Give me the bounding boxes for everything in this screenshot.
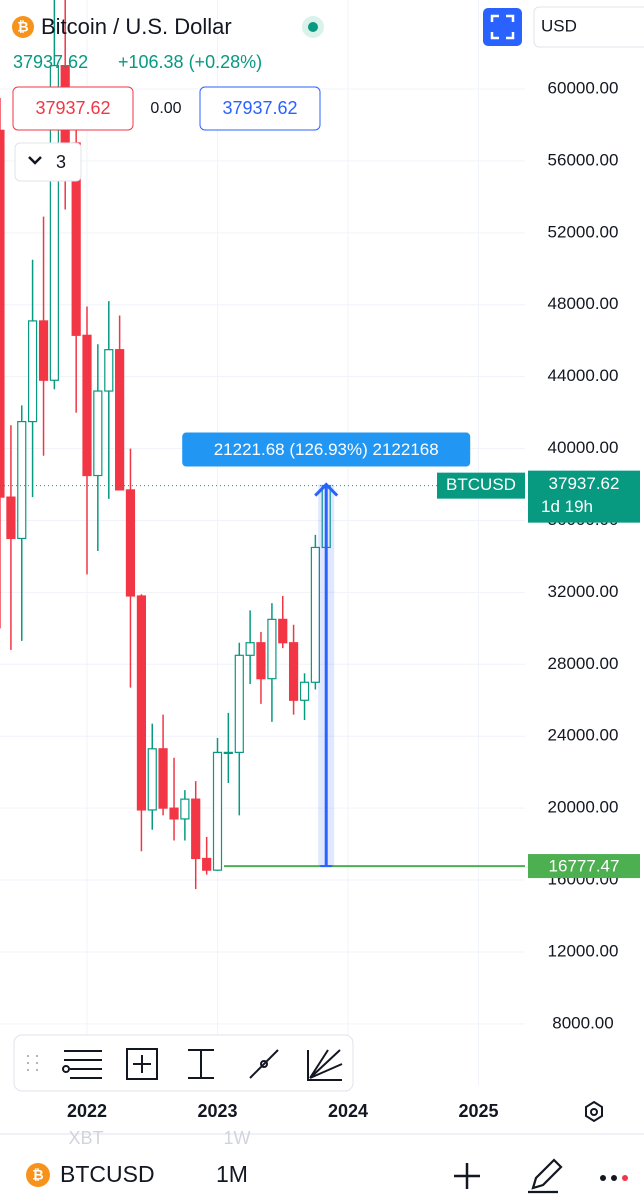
- x-tick-label: 2024: [328, 1101, 368, 1121]
- candle-body: [38, 320, 49, 381]
- draw-button[interactable]: [528, 1158, 563, 1194]
- tool-trendline[interactable]: [249, 1049, 279, 1079]
- symbol-label-bg: [437, 472, 525, 499]
- y-tick-label: 32000.00: [548, 582, 619, 601]
- y-tick-label: 48000.00: [548, 294, 619, 313]
- tool-trendline-dot: [260, 1060, 268, 1068]
- chart-layer: 8000.0012000.0016000.0020000.0024000.002…: [0, 0, 640, 1121]
- fullscreen-button[interactable]: [483, 8, 522, 46]
- indicators-count: 3: [56, 152, 66, 172]
- candle-body: [169, 807, 179, 820]
- x-tick-label: 2023: [197, 1101, 237, 1121]
- symbol-title: Bitcoin / U.S. Dollar: [41, 14, 232, 39]
- tool-fan[interactable]: [307, 1049, 343, 1081]
- fullscreen-icon: [490, 14, 515, 40]
- candle-body: [202, 857, 212, 871]
- candle-body: [278, 618, 288, 644]
- candle-body: [212, 751, 223, 871]
- currency-select[interactable]: [533, 6, 644, 48]
- y-tick-label: 20000.00: [548, 798, 619, 817]
- menu-dot[interactable]: [600, 1175, 606, 1181]
- settings-icon[interactable]: [585, 1100, 603, 1123]
- candle-body: [180, 798, 190, 820]
- candle-body: [136, 595, 147, 811]
- candle-body: [310, 546, 320, 683]
- coin-glyph: ₿: [17, 19, 28, 35]
- candle-body: [0, 129, 5, 498]
- candle-body: [191, 798, 201, 860]
- candle-body: [158, 748, 168, 809]
- menu-dot: [622, 1175, 628, 1181]
- candle-body: [256, 642, 266, 680]
- candle-body: [125, 489, 136, 597]
- horizontal-line-label-bg: [528, 854, 640, 879]
- currency: USD: [541, 16, 577, 35]
- spread: 0.00: [150, 100, 181, 117]
- tool-measure-cross: [133, 1055, 151, 1073]
- measure-arrowhead: [314, 482, 339, 497]
- y-tick-label: 12000.00: [548, 941, 619, 960]
- horizontal-line-label: 16777.47: [549, 857, 620, 876]
- buy-button[interactable]: [199, 86, 321, 131]
- candle-body: [147, 748, 157, 811]
- candle-body: [267, 618, 277, 680]
- candle-body: [82, 334, 92, 477]
- candle-body: [104, 349, 114, 392]
- drawing-toolbar: [13, 1034, 354, 1092]
- x-tick-label: 2025: [458, 1101, 498, 1121]
- buy-price: 37937.62: [222, 98, 297, 118]
- tool-range[interactable]: [188, 1049, 214, 1079]
- measure-label: 21221.68 (126.93%) 2122168: [214, 440, 439, 459]
- ghost-text: 1W: [224, 1128, 251, 1148]
- y-tick-label: 40000.00: [548, 438, 619, 457]
- coin-icon: [26, 1163, 50, 1187]
- tool-measure[interactable]: [126, 1048, 158, 1080]
- y-tick-label: 24000.00: [548, 726, 619, 745]
- symbol-label: BTCUSD: [446, 475, 516, 494]
- candle-body: [27, 320, 38, 423]
- coin-glyph: ₿: [32, 1167, 43, 1183]
- candle-body: [6, 496, 16, 540]
- candle-body: [299, 681, 310, 701]
- tool-fib-dot: [62, 1065, 70, 1073]
- x-tick-label: 2022: [67, 1101, 107, 1121]
- y-tick-label: 44000.00: [548, 366, 619, 385]
- settings-icon-center: [590, 1108, 598, 1116]
- coin-icon: [12, 16, 34, 38]
- candle-body: [115, 349, 125, 491]
- measure-label-bg: [182, 432, 471, 467]
- candle-body: [234, 654, 244, 753]
- sell-price: 37937.62: [35, 98, 110, 118]
- candle-body: [93, 390, 103, 477]
- symbol-button[interactable]: BTCUSD: [60, 1161, 155, 1187]
- y-tick-label: 52000.00: [548, 222, 619, 241]
- ghost-text: XBT: [68, 1128, 103, 1148]
- toolbar-icons: [27, 1048, 343, 1081]
- y-tick-label: 60000.00: [548, 78, 619, 97]
- y-tick-label: 56000.00: [548, 150, 619, 169]
- last-price-label-bg: [528, 470, 640, 523]
- candle-body: [223, 751, 233, 754]
- ui-layer: ₿ Bitcoin / U.S. Dollar 37937.62 +106.38…: [0, 6, 644, 1200]
- chevron: [28, 156, 42, 165]
- y-tick-label: 28000.00: [548, 654, 619, 673]
- indicators-toggle[interactable]: [14, 142, 82, 182]
- y-tick-label: 8000.00: [552, 1013, 613, 1032]
- candle-body: [245, 642, 255, 656]
- candle-body: [288, 642, 299, 701]
- countdown: 1d 19h: [541, 497, 593, 516]
- last-price: 37937.62: [13, 52, 88, 72]
- price-change: +106.38 (+0.28%): [118, 52, 262, 72]
- interval-button[interactable]: 1M: [216, 1161, 248, 1187]
- last-price-label: 37937.62: [549, 474, 620, 493]
- add-button[interactable]: [454, 1163, 480, 1189]
- drag-handle[interactable]: [27, 1055, 38, 1071]
- candle-body: [17, 420, 27, 540]
- candle-body: [49, 65, 59, 381]
- sell-button[interactable]: [12, 86, 134, 131]
- menu-dot: [611, 1175, 617, 1181]
- status-dot-inner: [308, 22, 318, 32]
- tool-fib[interactable]: [64, 1050, 102, 1079]
